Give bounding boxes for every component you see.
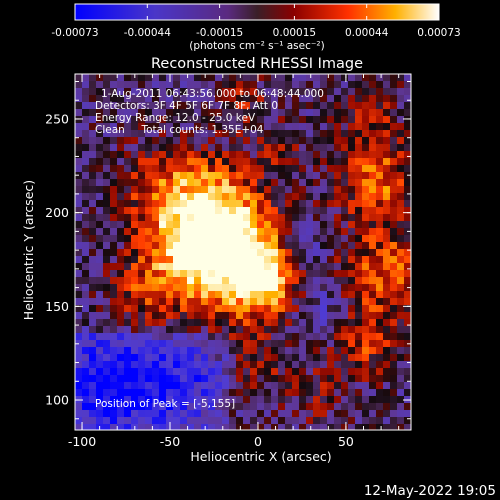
colorbar-unit-label: (photons cm⁻² s⁻¹ asec⁻²) <box>189 40 324 52</box>
colorbar-tick-label: -0.00073 <box>51 27 98 39</box>
colorbar-tick-label: -0.00015 <box>196 27 243 39</box>
y-tick-label: 200 <box>45 205 69 220</box>
y-axis-label: Heliocentric Y (arcsec) <box>21 180 36 320</box>
plot-axes: -100 -50 0 50 100 150 200 250 <box>45 74 411 449</box>
colorbar-tick-label: 0.00044 <box>345 27 389 39</box>
x-axis-label: Heliocentric X (arcsec) <box>190 449 331 464</box>
plot-frame <box>74 73 412 431</box>
info-clean-counts: Clean Total counts: 1.35E+04 <box>95 124 264 136</box>
x-tick-label: -50 <box>160 434 180 449</box>
colorbar-gradient <box>74 3 440 21</box>
colorbar: -0.00073 -0.00044 -0.00015 0.00015 0.00044 0.… <box>51 3 461 52</box>
x-tick-label: 50 <box>338 434 354 449</box>
observation-info: 1-Aug-2011 06:43:56.000 to 06:48:44.000 … <box>95 88 324 410</box>
rhessi-image <box>75 74 411 430</box>
colorbar-ticks: -0.00073 -0.00044 -0.00015 0.00015 0.00044 0.… <box>51 4 461 39</box>
y-tick-label: 250 <box>45 111 69 126</box>
colorbar-tick-label: 0.00073 <box>417 27 460 39</box>
info-energy-range: Energy Range: 12.0 - 25.0 keV <box>95 112 256 124</box>
x-tick-label: 0 <box>254 434 262 449</box>
plot-title: Reconstructed RHESSI Image <box>151 56 363 72</box>
peak-position-label: Position of Peak = [-5,155] <box>95 398 235 410</box>
colorbar-tick-label: -0.00044 <box>124 27 172 39</box>
x-tick-label: -100 <box>68 434 96 449</box>
y-tick-label: 150 <box>45 299 69 314</box>
footer-timestamp: 12-May-2022 19:05 <box>364 483 496 499</box>
info-detectors: Detectors: 3F 4F 5F 6F 7F 8F, Att 0 <box>95 100 278 112</box>
y-tick-label: 100 <box>45 393 69 408</box>
colorbar-tick-label: 0.00015 <box>273 27 316 39</box>
info-time-range: 1-Aug-2011 06:43:56.000 to 06:48:44.000 <box>101 88 324 100</box>
